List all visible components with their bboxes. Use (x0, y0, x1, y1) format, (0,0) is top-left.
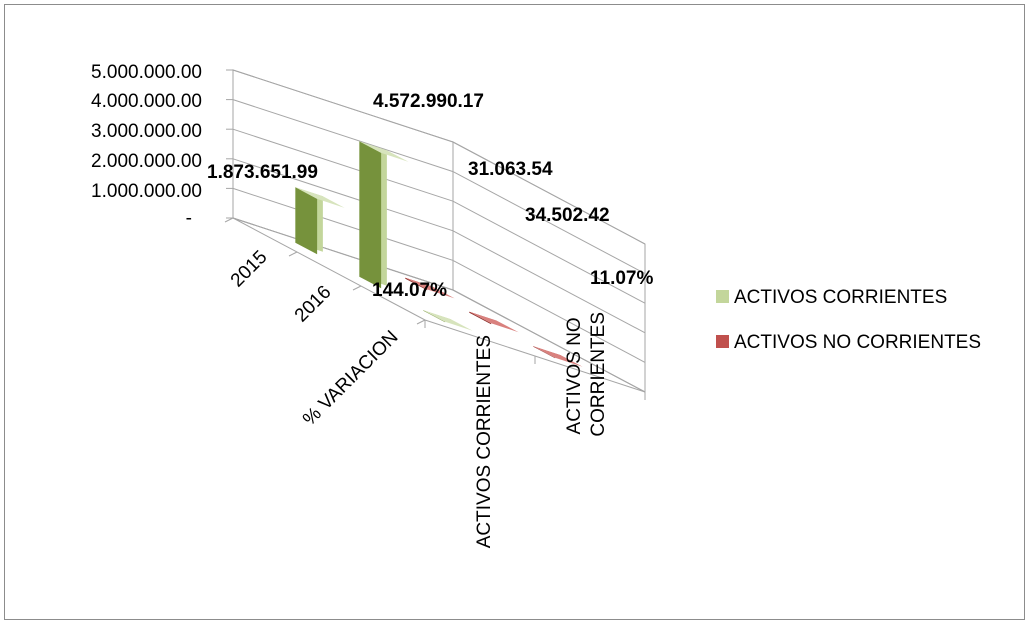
data-label-anc-2016: 34.502.42 (525, 205, 610, 226)
legend-swatch-activos-corrientes (716, 290, 729, 303)
bar-top-face (533, 346, 583, 367)
legend-label-activos-corrientes: ACTIVOS CORRIENTES (734, 287, 947, 308)
depth-label-activos-corrientes: ACTIVOS CORRIENTES (474, 335, 495, 548)
bar-activos-corrientes-0 (295, 187, 345, 255)
bar-front-face (359, 141, 382, 289)
bar-front-face (533, 346, 556, 359)
data-label-ac-variacion: 144.07% (372, 280, 447, 301)
data-label-ac-2016: 4.572.990.17 (373, 91, 484, 112)
y-tick-label: - (186, 208, 192, 229)
bar-front-face (469, 311, 492, 325)
bar-front-face (405, 277, 428, 291)
legend: ACTIVOS CORRIENTES ACTIVOS NO CORRIENTES (716, 287, 981, 353)
category-label-variacion: % VARIACION (299, 327, 402, 430)
y-tick-label: 1.000.000.00 (91, 181, 202, 202)
x-tick-mark (224, 217, 234, 223)
legend-label-activos-no-corrientes: ACTIVOS NO CORRIENTES (734, 332, 981, 353)
depth-axis: ACTIVOS CORRIENTES ACTIVOS NO CORRIENTES (474, 312, 609, 548)
data-label-anc-2015: 31.063.54 (468, 159, 553, 180)
x-tick-mark (416, 319, 426, 325)
category-label-2016: 2016 (291, 282, 336, 327)
data-label-anc-variacion: 11.07% (590, 268, 653, 289)
depth-label-activos-no-corrientes: ACTIVOS NO CORRIENTES (564, 312, 609, 437)
bar-activos-no-corrientes-1 (469, 311, 519, 333)
bar-activos-no-corrientes-0 (405, 277, 455, 299)
gridline (232, 99, 646, 275)
category-label-2015: 2015 (227, 247, 272, 292)
bar-top-face (359, 141, 409, 162)
bar-top-face (405, 277, 455, 299)
data-label-ac-2015: 1.873.651.99 (207, 162, 318, 183)
x-tick-mark (288, 251, 298, 257)
chart-frame (4, 4, 1025, 620)
bar-front-face (295, 187, 318, 255)
bar-activos-no-corrientes-2 (533, 346, 583, 367)
x-tick-mark (352, 285, 362, 291)
y-tick-label: 4.000.000.00 (91, 91, 202, 112)
y-tick-label: 3.000.000.00 (91, 121, 202, 142)
bar-front-face (423, 310, 446, 323)
gridline (232, 69, 646, 245)
gridline (232, 158, 646, 334)
bar-top-face (423, 310, 473, 331)
bar-activos-corrientes-1 (359, 141, 409, 289)
y-tick-label: 2.000.000.00 (91, 151, 202, 172)
depth-label-line-2: CORRIENTES (588, 312, 609, 437)
y-axis: - 1.000.000.00 2.000.000.00 3.000.000.00… (91, 62, 202, 229)
bar-activos-corrientes-2 (423, 310, 473, 331)
bars (295, 141, 583, 367)
depth-label-line-1: ACTIVOS NO (564, 317, 585, 434)
bar-top-face (295, 187, 345, 208)
data-labels: 1.873.651.99 4.572.990.17 144.07% 31.063… (207, 91, 653, 301)
legend-swatch-activos-no-corrientes (716, 335, 729, 348)
gridline (232, 128, 646, 304)
bar-top-face (469, 311, 519, 333)
y-tick-label: 5.000.000.00 (91, 62, 202, 83)
